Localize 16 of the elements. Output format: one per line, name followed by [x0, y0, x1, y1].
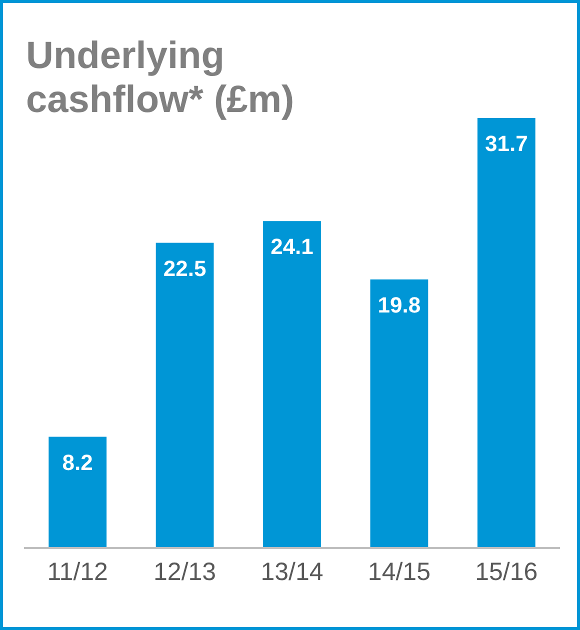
bar: [263, 221, 321, 548]
x-tick-label: 11/12: [47, 558, 108, 586]
bar: [370, 279, 428, 548]
bar: [156, 242, 214, 548]
data-label: 24.1: [270, 234, 314, 260]
x-tick-label: 13/14: [260, 558, 324, 586]
x-tick-label: 12/13: [154, 558, 216, 586]
x-tick-label: 14/15: [368, 558, 430, 586]
data-label: 22.5: [163, 256, 206, 281]
data-label: 19.8: [378, 292, 421, 318]
bar: [477, 118, 536, 548]
chart-title: Underlying cashflow* (£m): [26, 35, 294, 121]
data-label: 8.2: [62, 450, 93, 475]
x-tick-label: 15/16: [475, 558, 538, 586]
data-label: 31.7: [484, 131, 528, 156]
bar: [48, 436, 107, 548]
